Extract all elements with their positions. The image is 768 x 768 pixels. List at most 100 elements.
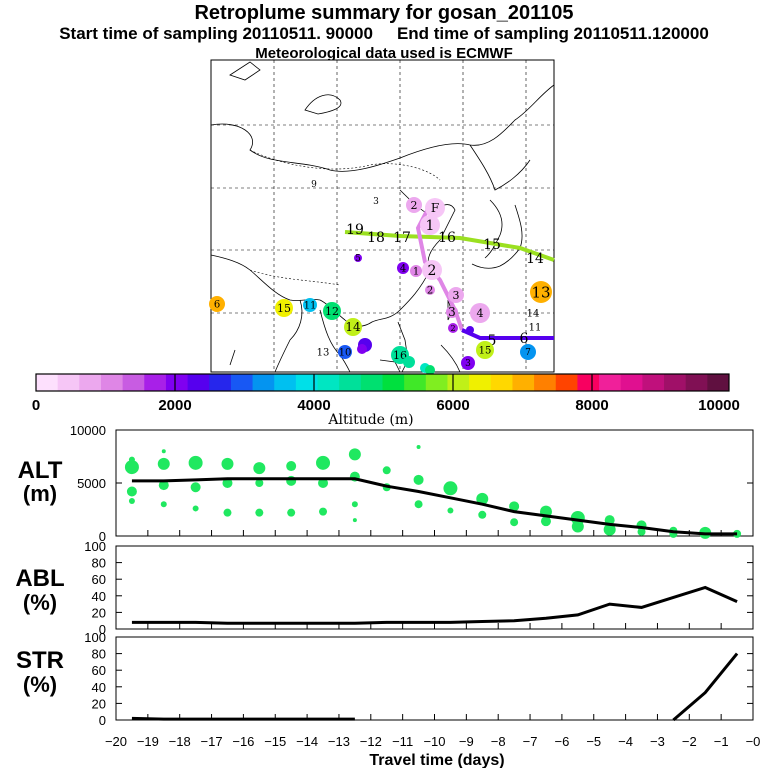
plume-marker-label: 14 — [345, 320, 361, 334]
colorbar-swatch — [295, 374, 319, 391]
alt-panel: ALT (m) 10000 5000 0 — [18, 423, 754, 544]
x-tick-label: −8 — [491, 734, 506, 749]
colorbar-swatch — [209, 374, 232, 391]
plume-marker: 19 — [346, 222, 364, 238]
plume-marker-label: 9 — [311, 180, 317, 190]
particle-point — [413, 474, 424, 485]
plume-marker-circle — [323, 302, 341, 320]
plume-marker-circle — [476, 341, 494, 359]
plume-marker-extra — [425, 365, 435, 375]
particle-point — [637, 527, 646, 536]
colorbar-swatch — [274, 374, 297, 391]
particle-point — [478, 510, 487, 519]
plume-marker: 12 — [323, 302, 341, 320]
plume-marker: 6 — [520, 331, 529, 347]
colorbar-tick-labels: 0 2000 4000 6000 8000 10000 Altitude (m) — [32, 397, 740, 428]
plume-marker: 15 — [476, 341, 494, 359]
colorbar-swatch — [252, 374, 275, 391]
x-tick-label: −20 — [105, 734, 127, 749]
plume-marker: 1 — [420, 215, 440, 235]
plume-marker-label: 13 — [317, 348, 330, 359]
plume-marker-circle — [397, 262, 409, 274]
particle-point — [416, 444, 421, 449]
y-tick-label: 20 — [92, 605, 106, 620]
plume-marker-label: 6 — [520, 331, 529, 347]
particle-point — [160, 501, 167, 508]
plume-marker-label: 7 — [525, 348, 531, 358]
colorbar-swatch — [490, 374, 513, 391]
x-tick-label: −0 — [746, 734, 761, 749]
plume-marker-extra — [466, 326, 474, 334]
particle-point — [255, 479, 264, 487]
alt-frame — [115, 429, 754, 537]
colorbar-swatch — [685, 374, 708, 391]
colorbar-swatch — [512, 374, 535, 391]
particle-point — [126, 486, 137, 497]
met-data-label: Meteorological data used is ECMWF — [255, 45, 513, 62]
y-tick-label: 40 — [92, 589, 106, 604]
plume-marker-label: 1 — [426, 218, 435, 234]
plume-marker: 10 — [338, 345, 352, 359]
alt-mean-line — [131, 477, 738, 536]
colorbar-swatch — [447, 374, 470, 391]
plume-marker: 6 — [209, 296, 225, 312]
particle-point — [157, 457, 170, 470]
particle-point — [316, 455, 331, 470]
x-tick-label: −2 — [682, 734, 697, 749]
plume-marker: 17 — [393, 230, 411, 246]
colorbar-swatch — [165, 374, 189, 391]
plume-marker-circle — [303, 298, 317, 312]
particle-point — [414, 500, 423, 509]
plume-marker: 7 — [520, 344, 536, 360]
plume-marker: 5 — [354, 254, 362, 264]
colorbar-swatch — [404, 374, 427, 391]
alt-particles — [124, 444, 742, 539]
x-tick-label: −14 — [296, 734, 318, 749]
colorbar-swatch — [469, 374, 492, 391]
plume-marker-label: 18 — [367, 230, 385, 246]
map-gridlines — [211, 60, 554, 372]
particle-point — [571, 520, 584, 533]
trajectory-segment — [344, 230, 555, 262]
x-tick-label: −7 — [523, 734, 538, 749]
x-tick-label: −13 — [328, 734, 350, 749]
particle-point — [540, 516, 551, 527]
plume-marker: 3 — [446, 305, 458, 319]
plume-marker-label: 4 — [400, 264, 406, 275]
y-tick-label: 80 — [92, 647, 106, 662]
plume-marker-circle — [338, 345, 352, 359]
x-tick-label: −3 — [650, 734, 665, 749]
x-tick-label: −12 — [360, 734, 382, 749]
plume-marker-circle — [520, 344, 536, 360]
plume-marker-label: 19 — [346, 222, 364, 238]
colorbar-swatch — [707, 374, 730, 391]
y-tick-label: 0 — [99, 529, 106, 544]
particle-point — [222, 478, 233, 488]
plume-marker: 11 — [529, 323, 542, 334]
plume-marker-circle — [275, 299, 293, 317]
plume-marker-circle — [446, 306, 458, 318]
y-tick-label: 20 — [92, 696, 106, 711]
plume-marker-label: 17 — [393, 230, 411, 246]
plume-marker-label: 4 — [477, 307, 484, 320]
colorbar-swatch — [317, 374, 340, 391]
plume-marker-label: 2 — [411, 199, 418, 212]
x-axis: −20 −19 −18 −17 −16 −15 −14 −13 −12 −11 −10 −9 −8 −7 −… — [105, 530, 760, 749]
particle-point — [351, 501, 358, 508]
x-tick-label: −18 — [169, 734, 191, 749]
plume-marker-label: 15 — [483, 237, 501, 253]
plume-marker-extra — [403, 356, 415, 368]
colorbar-swatch — [555, 374, 578, 391]
plume-marker: 14 — [527, 309, 540, 320]
colorbar-swatch — [664, 374, 687, 391]
colorbar-swatch — [230, 374, 254, 391]
plume-marker-label: F — [431, 201, 439, 215]
x-tick-label: −15 — [264, 734, 286, 749]
plume-marker-label: 5 — [488, 333, 497, 349]
particle-point — [287, 508, 296, 517]
plume-marker-label: 14 — [526, 251, 544, 267]
colorbar-tick: 6000 — [436, 397, 469, 414]
